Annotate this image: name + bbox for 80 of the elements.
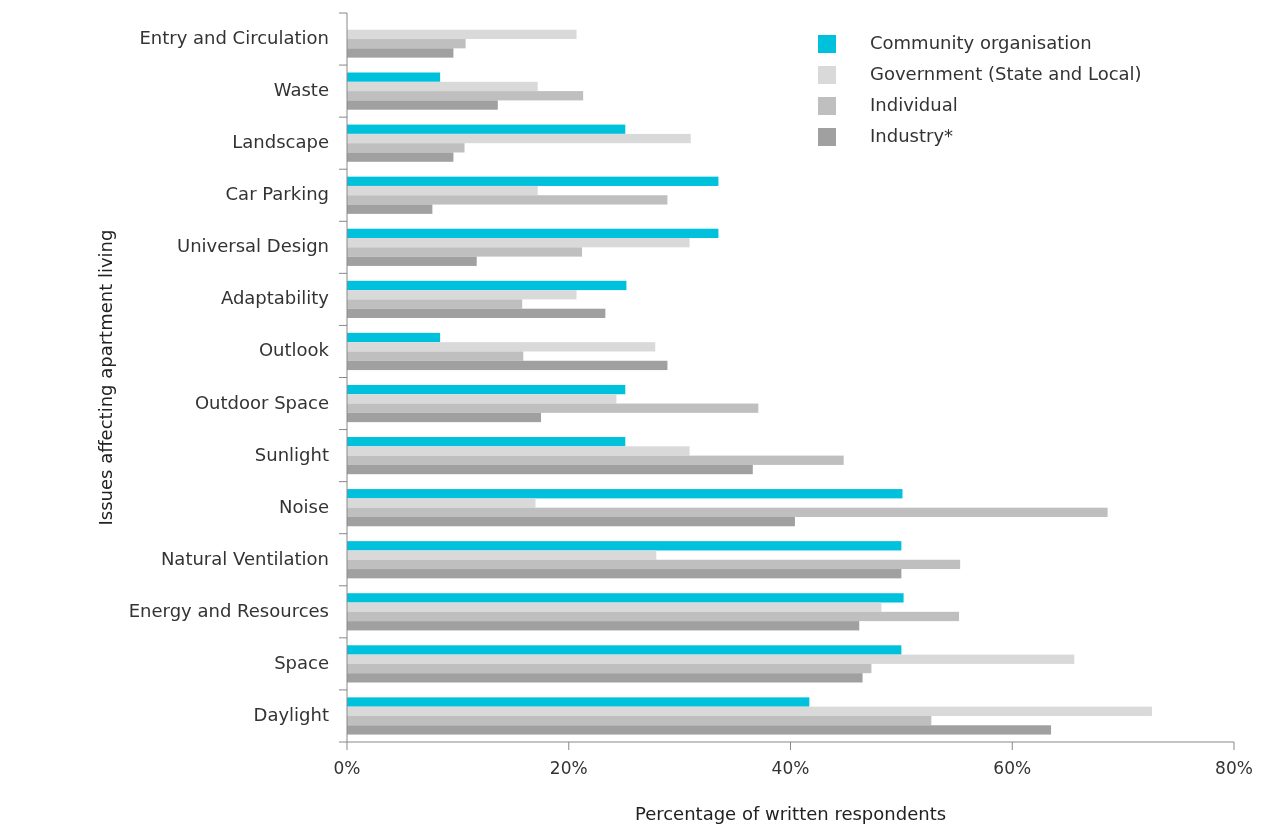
legend-label: Individual <box>870 94 958 115</box>
bar <box>347 654 1075 664</box>
y-tick-label: Waste <box>273 79 329 101</box>
bar <box>347 611 960 622</box>
bar <box>347 332 441 343</box>
y-tick-label: Natural Ventilation <box>160 547 329 569</box>
bar <box>347 81 538 92</box>
bar <box>347 403 759 413</box>
bar <box>347 72 441 82</box>
bar <box>347 645 902 655</box>
y-tick-label: Car Parking <box>225 183 329 205</box>
bar <box>347 489 903 499</box>
y-tick-label: Sunlight <box>254 443 329 465</box>
bar <box>347 351 524 361</box>
bar <box>347 360 668 371</box>
x-tick-label: 0% <box>333 758 361 778</box>
bar <box>347 256 477 266</box>
bar <box>347 464 753 475</box>
bar <box>347 176 719 186</box>
bar <box>347 673 863 683</box>
bar <box>347 455 844 465</box>
bar <box>347 498 536 508</box>
bar <box>347 516 795 527</box>
legend-label: Industry* <box>870 125 954 146</box>
bar <box>347 559 961 570</box>
bar <box>347 290 577 300</box>
y-tick-label: Daylight <box>253 703 329 725</box>
bar <box>347 446 690 456</box>
bar <box>347 663 872 674</box>
legend-label: Community organisation <box>870 32 1092 53</box>
bar <box>347 124 626 134</box>
y-tick-label: Universal Design <box>177 235 329 257</box>
bar <box>347 507 1108 517</box>
bar <box>347 706 1152 716</box>
y-tick-label: Entry and Circulation <box>139 27 329 49</box>
bar <box>347 593 904 603</box>
bar <box>347 29 577 40</box>
y-tick-label: Adaptability <box>220 287 330 309</box>
bar <box>347 697 810 707</box>
y-tick-label: Space <box>274 651 329 673</box>
legend-label: Government (State and Local) <box>870 63 1142 84</box>
bar <box>347 143 465 153</box>
bar <box>347 299 523 309</box>
y-tick-label: Outdoor Space <box>194 391 329 413</box>
bar <box>347 602 882 612</box>
x-axis-title: Percentage of written respondents <box>634 803 947 824</box>
bar <box>347 39 466 49</box>
bar <box>347 394 617 404</box>
bar <box>347 228 719 239</box>
y-axis-title: Issues affecting apartment living <box>95 229 116 526</box>
bar <box>347 308 606 318</box>
bar <box>347 412 542 423</box>
bar <box>347 91 584 101</box>
bar <box>347 152 454 162</box>
bar <box>347 133 691 144</box>
bar <box>347 550 657 560</box>
x-tick-label: 60% <box>993 758 1032 778</box>
bar <box>347 621 860 631</box>
bar <box>347 437 626 447</box>
bar <box>347 204 433 214</box>
y-tick-label: Energy and Resources <box>128 599 329 621</box>
x-tick-label: 80% <box>1215 758 1253 778</box>
bar <box>347 725 1052 735</box>
bar <box>347 715 932 726</box>
bar <box>347 541 902 551</box>
bar <box>347 280 627 291</box>
bar <box>347 48 454 58</box>
bar <box>347 247 583 257</box>
y-tick-label: Outlook <box>258 339 330 361</box>
bar <box>347 569 902 579</box>
bar <box>347 384 626 395</box>
bar <box>347 185 538 196</box>
x-tick-label: 40% <box>771 758 810 778</box>
x-tick-label: 20% <box>549 758 588 778</box>
bar <box>347 342 656 352</box>
y-tick-label: Noise <box>279 495 329 517</box>
bar <box>347 195 668 205</box>
y-tick-label: Landscape <box>232 131 329 153</box>
bar <box>347 238 690 248</box>
bar <box>347 100 498 110</box>
